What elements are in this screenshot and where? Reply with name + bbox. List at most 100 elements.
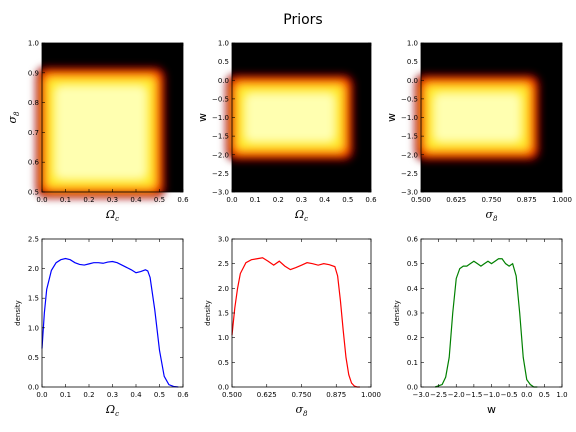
plot-background [42, 239, 183, 387]
plot-background [421, 239, 562, 387]
x-tick-label: 0.3 [107, 391, 118, 399]
y-tick-label: 0.5 [407, 260, 418, 268]
x-tick-label: 0.1 [250, 196, 261, 204]
y-tick-label: 0.5 [28, 354, 39, 362]
y-tick-label: −0.5 [401, 95, 418, 103]
x-tick-label: 0.875 [517, 196, 537, 204]
x-tick-label: −0.5 [501, 391, 518, 399]
y-tick-label: −3.0 [212, 189, 229, 197]
x-tick-label: 0.0 [36, 391, 47, 399]
x-axis-label-main: σ [486, 208, 494, 221]
subplot-3: 0.500 0.625 0.750 0.875 1.000 −3.0 −2.5 −2.0 −1.… [385, 40, 572, 224]
y-tick-label: 1.0 [218, 334, 229, 342]
y-tick-label: −2.5 [401, 170, 418, 178]
y-tick-label: 0.7 [28, 129, 39, 137]
x-axis-label: σ8 [296, 403, 309, 418]
subplot-5: 0.500 0.625 0.750 0.875 1.000 0.0 0.5 1.0 1.5 2.0… [204, 236, 381, 419]
x-tick-label: 0.1 [60, 196, 71, 204]
y-axis-label-main: w [385, 113, 398, 122]
y-tick-label: 0.5 [28, 189, 39, 197]
subplot-1: 0.0 0.1 0.2 0.3 0.4 0.5 0.6 0.5 0.6 0.7 0.8 0.9 1.0 Ω… [6, 40, 189, 224]
x-axis-label-main: σ [296, 403, 304, 416]
x-tick-label: 0.4 [130, 391, 142, 399]
x-axis-label-sub: c [115, 410, 119, 418]
y-tick-label: 0.6 [407, 236, 419, 244]
y-tick-label: 2.0 [28, 265, 39, 273]
x-tick-label: −1.0 [483, 391, 500, 399]
x-axis-label-main: w [487, 403, 496, 416]
x-tick-label: −2.5 [430, 391, 447, 399]
x-tick-label: 0.6 [177, 391, 189, 399]
x-tick-label: 0.750 [481, 196, 501, 204]
y-axis-label-sub: 8 [13, 111, 21, 116]
x-tick-label: −2.0 [448, 391, 465, 399]
heatmap-peak [56, 86, 146, 178]
x-axis-label: σ8 [486, 208, 499, 223]
figure-title: Priors [283, 12, 322, 28]
x-axis-label-sub: 8 [493, 215, 498, 223]
y-tick-label: 2.5 [28, 236, 39, 244]
x-axis-label-sub: 8 [303, 410, 308, 418]
y-axis-label-main: w [196, 113, 209, 122]
x-tick-label: 0.5 [342, 196, 353, 204]
x-tick-label: 0.5 [154, 391, 165, 399]
x-tick-label: 0.2 [83, 391, 94, 399]
y-tick-label: 3.0 [218, 236, 229, 244]
y-tick-label: −2.0 [212, 151, 229, 159]
x-tick-label: 0.3 [296, 196, 307, 204]
y-tick-label: 0.8 [28, 99, 39, 107]
heatmap-peak [435, 94, 520, 141]
y-tick-label: 0.0 [28, 384, 39, 392]
y-axis-label-main: σ [6, 115, 19, 123]
y-tick-label: 0.0 [407, 77, 418, 85]
y-tick-label: −0.5 [212, 95, 229, 103]
y-tick-label: 0.1 [407, 359, 418, 367]
y-axis-label: σ8 [6, 111, 21, 124]
x-tick-label: 0.6 [177, 196, 189, 204]
x-tick-label: 0.5 [154, 196, 165, 204]
y-axis-label: w [385, 113, 398, 122]
y-tick-label: −1.0 [212, 114, 229, 122]
x-tick-label: 0.0 [521, 391, 532, 399]
y-tick-label: 2.0 [218, 285, 229, 293]
x-tick-label: 0.750 [291, 391, 311, 399]
y-tick-label: −3.0 [401, 189, 418, 197]
x-axis-label: Ωc [294, 208, 308, 223]
y-tick-label: −1.5 [212, 133, 229, 141]
x-tick-label: −3.0 [413, 391, 430, 399]
x-tick-label: 0.625 [257, 391, 277, 399]
plot-background [232, 239, 371, 387]
y-tick-label: −1.5 [401, 133, 418, 141]
heatmap-peak [246, 94, 334, 141]
heatmap-density [36, 66, 166, 198]
x-axis-label-main: Ω [105, 403, 115, 416]
x-tick-label: 1.000 [552, 196, 572, 204]
y-tick-label: 1.0 [28, 40, 39, 48]
y-tick-label: 0.9 [28, 69, 39, 77]
x-tick-label: 0.500 [222, 391, 242, 399]
x-tick-label: 0.2 [273, 196, 284, 204]
y-tick-label: 1.0 [407, 40, 418, 48]
x-tick-label: 0.625 [446, 196, 466, 204]
y-tick-label: 1.5 [28, 295, 39, 303]
x-tick-label: 1.0 [556, 391, 567, 399]
y-axis-label: w [196, 113, 209, 122]
subplot-6: −3.0 −2.5 −2.0 −1.5 −1.0 −0.5 0.0 0.5 1.00.00.10… [393, 236, 568, 417]
y-tick-label: 0.5 [407, 58, 418, 66]
subplot-2: 0.0 0.1 0.2 0.3 0.4 0.5 0.6 −3.0 −2.5 −2.0 −1.5 −1.… [196, 40, 377, 224]
x-tick-label: 0.0 [36, 196, 47, 204]
x-axis-label-main: Ω [105, 208, 115, 221]
density-line [41, 257, 179, 388]
y-tick-label: 1.0 [218, 40, 229, 48]
y-axis-label: density [393, 300, 401, 326]
y-tick-label: 2.5 [218, 260, 229, 268]
x-tick-label: −1.5 [465, 391, 482, 399]
y-tick-label: 0.6 [28, 159, 40, 167]
y-tick-label: 0.3 [407, 310, 418, 318]
x-tick-label: 0.6 [365, 196, 377, 204]
y-axis-label: density [14, 300, 22, 326]
y-tick-label: 1.5 [218, 310, 229, 318]
y-axis-label: density [204, 300, 212, 326]
x-tick-label: 0.1 [60, 391, 71, 399]
